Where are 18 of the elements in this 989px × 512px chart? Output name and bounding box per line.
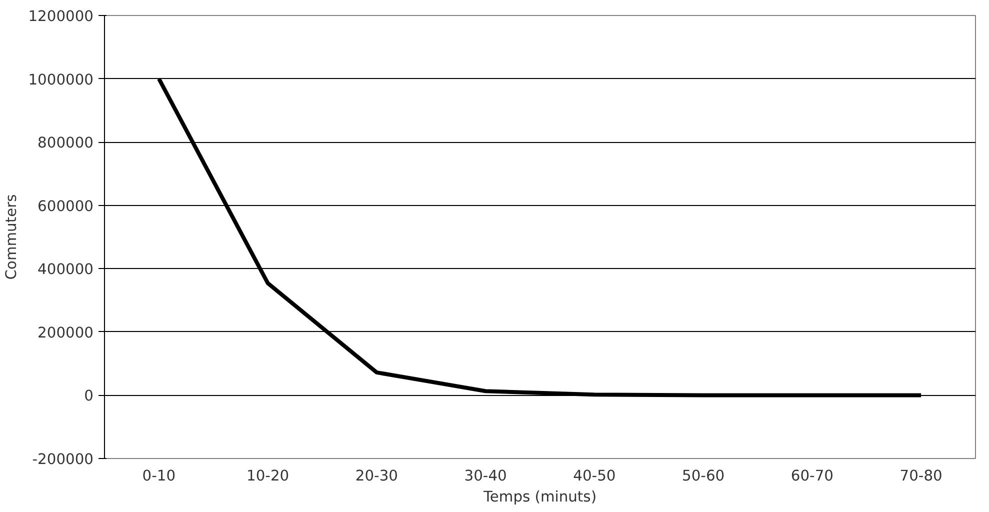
y-tick-label: 800000 — [38, 134, 94, 152]
y-tick-label: 0 — [84, 388, 94, 405]
x-tick-label: 0-10 — [142, 468, 176, 484]
y-tick-label: 200000 — [38, 324, 94, 342]
x-tick-label: 40-50 — [573, 468, 616, 484]
y-tick-label: 1200000 — [28, 8, 94, 25]
y-tick-label: 400000 — [38, 261, 94, 278]
y-tick-label: 1000000 — [28, 71, 94, 88]
x-tick-label: 30-40 — [464, 468, 507, 484]
y-axis-title: Commuters — [3, 194, 20, 280]
x-tick-label: 20-30 — [355, 468, 398, 484]
x-tick-label: 50-60 — [682, 468, 725, 484]
x-tick-label: 70-80 — [900, 468, 942, 484]
x-axis-title: Temps (minuts) — [482, 488, 597, 506]
x-tick-label: 60-70 — [790, 468, 834, 484]
y-tick-label: -200000 — [32, 451, 94, 468]
y-tick-label: 600000 — [38, 198, 94, 215]
x-tick-label: 10-20 — [246, 468, 290, 484]
